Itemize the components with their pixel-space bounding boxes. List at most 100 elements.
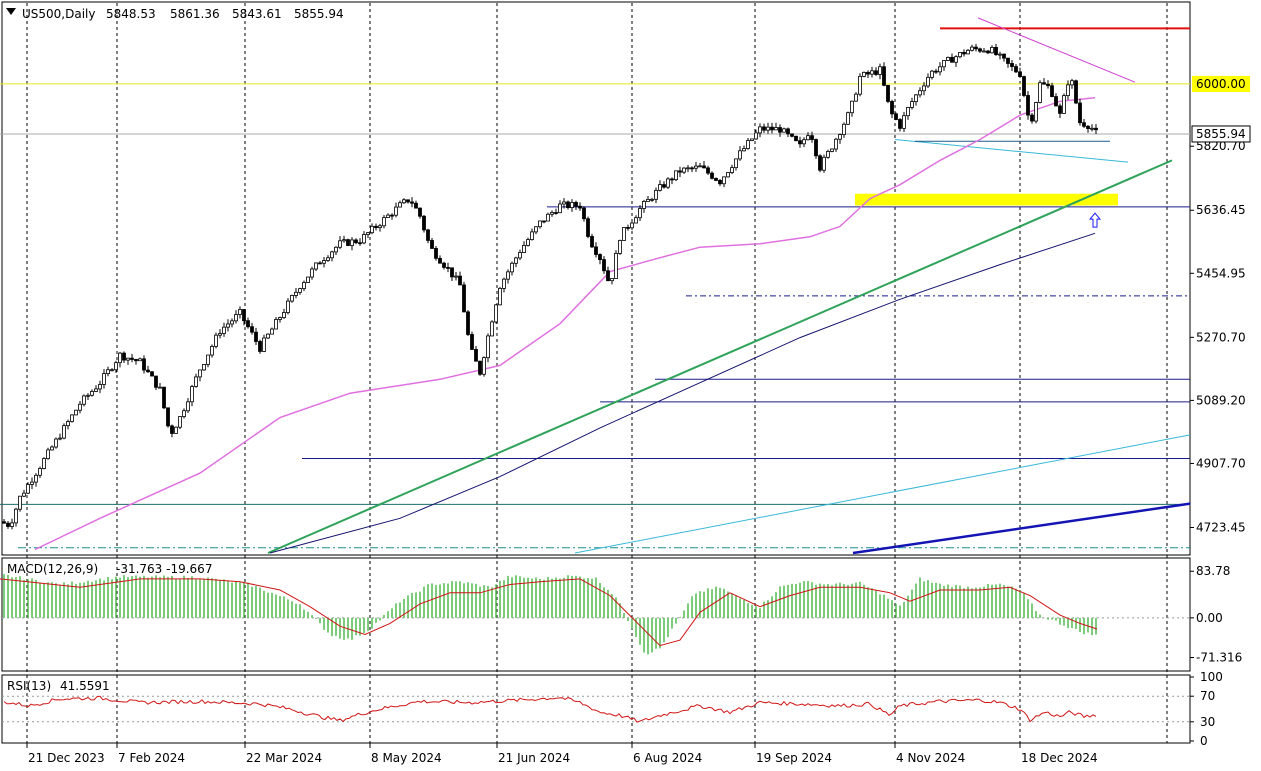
candle-body [618,240,622,254]
candle-body [994,46,998,55]
candle-body [786,128,790,135]
time-axis: 21 Dec 2023 7 Feb 2024 22 Mar 2024 8 May 20… [26,743,1098,765]
symbol-label: US500,Daily [22,7,95,21]
trendline [574,434,1191,554]
candle-body [1090,127,1094,130]
candle-body [414,202,418,209]
candle-body [458,275,462,286]
candle-body [1074,80,1078,104]
candle-body [726,172,730,178]
candle-body [322,260,326,264]
candle-body [582,207,586,220]
candle-body [522,245,526,253]
fast-moving-average [34,97,1096,551]
candle-body [342,239,346,242]
candle-body [922,85,926,92]
candle-body [554,212,558,214]
candle-body [266,333,270,339]
price-tick-label: 4907.70 [1196,456,1246,470]
candle-body [758,126,762,134]
candle-body [58,437,62,440]
candle-body [186,401,190,412]
candle-body [254,331,258,342]
candle-body [14,508,18,524]
candle-body [50,446,54,451]
candle-body [22,492,26,497]
candle-body [418,207,422,217]
candle-body [1042,82,1046,85]
candle-body [290,295,294,302]
candle-body [678,170,682,173]
candle-body [318,262,322,265]
rsi-tick-label: 70 [1200,689,1215,703]
candle-body [234,314,238,322]
candle-body [170,425,174,434]
candle-body [998,53,1002,56]
candle-body [498,288,502,306]
candle-body [30,481,34,485]
candle-body [698,165,702,168]
candle-body [674,170,678,181]
high-value: 5861.36 [170,7,220,21]
candle-body [122,352,126,361]
candle-body [86,394,90,397]
candle-body [82,395,86,405]
time-tick-label: 21 Jun 2024 [498,751,570,765]
candle-body [106,369,110,375]
candle-body [370,225,374,234]
trendline [267,159,1173,554]
candle-body [242,309,246,322]
candle-body [790,133,794,137]
candle-body [482,357,486,375]
candle-body [590,236,594,248]
macd-indicator: 83.78 0.00 -71.316 [0,564,1242,664]
candle-body [962,52,966,55]
candle-body [26,484,30,494]
candle-body [70,414,74,422]
candle-body [134,359,138,362]
candle-body [734,158,738,169]
price-tick-label: 5820.70 [1196,139,1246,153]
candle-body [486,335,490,359]
price-panel[interactable] [1,1,1191,556]
candle-body [806,135,810,141]
candle-body [514,257,518,264]
candle-body [822,156,826,171]
candle-body [550,212,554,215]
candle-body [246,320,250,328]
time-tick-label: 18 Dec 2024 [1021,751,1098,765]
candle-body [510,262,514,273]
candle-body [890,101,894,115]
close-value: 5855.94 [294,7,344,21]
candle-body [230,320,234,325]
candle-body [778,127,782,133]
candle-body [666,178,670,188]
candle-body [966,49,970,55]
candle-body [286,300,290,313]
macd-tick-label: -71.316 [1196,650,1242,664]
candle-body [202,363,206,371]
candle-body [742,148,746,152]
rsi-panel[interactable] [1,674,1191,744]
candle-body [490,321,494,337]
candle-body [886,84,890,102]
candle-body [1078,102,1082,124]
candle-body [426,229,430,241]
candle-body [794,135,798,142]
candle-body [282,312,286,318]
candle-body [330,251,334,259]
candle-body [534,226,538,233]
rsi-tick-label: 0 [1200,734,1208,748]
dropdown-triangle-icon[interactable] [6,8,16,15]
candle-body [374,225,378,229]
candle-body [874,70,878,75]
price-tick-label: 4723.45 [1196,520,1246,534]
candle-body [114,362,118,371]
candle-body [710,172,714,179]
candle-body [782,128,786,133]
candle-body [882,66,886,86]
candle-body [402,199,406,204]
candle-body [1038,82,1042,103]
candle-body [306,276,310,283]
